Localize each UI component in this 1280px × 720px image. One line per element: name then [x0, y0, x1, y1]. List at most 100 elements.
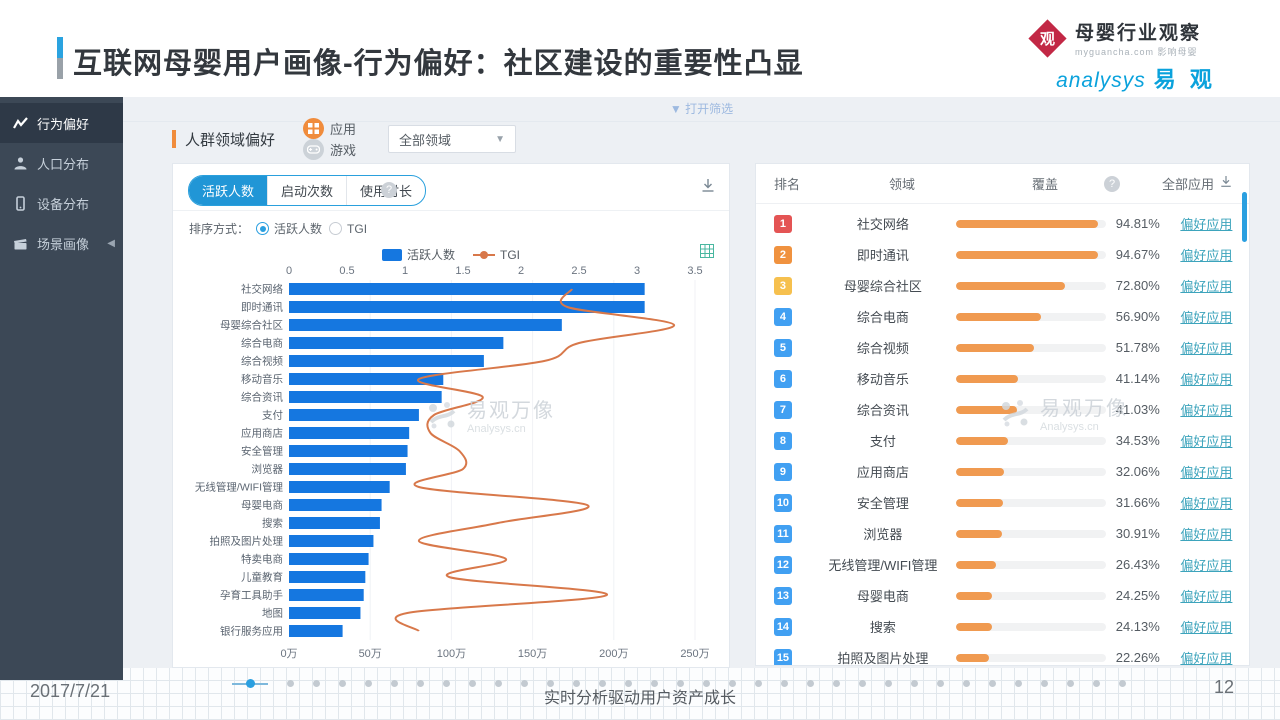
svg-text:1: 1: [402, 265, 408, 277]
rank-badge: 11: [773, 524, 792, 543]
radio-icon[interactable]: [256, 222, 270, 235]
table-row: 4 综合电商 56.90% 偏好应用: [756, 301, 1249, 332]
pagination-dot[interactable]: [937, 680, 944, 687]
domain-cell: 支付: [869, 434, 896, 449]
coverage-bar: [955, 405, 1106, 414]
pagination-dot[interactable]: [989, 680, 996, 687]
sidebar-item-1[interactable]: 行为偏好: [0, 103, 123, 143]
preferred-apps-link[interactable]: 偏好应用: [1180, 619, 1233, 635]
coverage-value: 41.14%: [1115, 371, 1160, 386]
legend-item[interactable]: 活跃人数: [381, 246, 455, 263]
type-option-app[interactable]: 应用: [303, 118, 356, 139]
pagination-dot[interactable]: [807, 680, 814, 687]
pagination-dot[interactable]: [287, 680, 294, 687]
preferred-apps-link[interactable]: 偏好应用: [1180, 495, 1233, 511]
domain-cell: 移动音乐: [856, 372, 909, 387]
svg-text:150万: 150万: [518, 648, 547, 660]
preferred-apps-link[interactable]: 偏好应用: [1180, 650, 1233, 666]
domain-cell: 综合资讯: [856, 403, 909, 418]
pagination-dot[interactable]: [833, 680, 840, 687]
pagination-dot[interactable]: [495, 680, 502, 687]
scene-icon: [13, 236, 28, 251]
divider: [173, 210, 729, 211]
legend-item[interactable]: TGI: [473, 248, 520, 262]
sort-option-1[interactable]: 活跃人数: [256, 220, 322, 237]
pagination-dot[interactable]: [755, 680, 762, 687]
download-icon[interactable]: [701, 178, 715, 199]
pagination-dot[interactable]: [1093, 680, 1100, 687]
pagination-dot[interactable]: [677, 680, 684, 687]
coverage-help-icon[interactable]: ?: [1104, 176, 1120, 192]
sidebar-item-3[interactable]: 设备分布: [0, 183, 123, 223]
tab-metric-1[interactable]: 活跃人数: [189, 176, 268, 205]
preferred-apps-link[interactable]: 偏好应用: [1180, 588, 1233, 604]
pagination-dot[interactable]: [1041, 680, 1048, 687]
preferred-apps-link[interactable]: 偏好应用: [1180, 557, 1233, 573]
pagination-dot[interactable]: [417, 680, 424, 687]
preferred-apps-link[interactable]: 偏好应用: [1180, 309, 1233, 325]
pagination-dot[interactable]: [703, 680, 710, 687]
table-view-icon[interactable]: [700, 244, 714, 263]
coverage-bar: [955, 529, 1106, 538]
pagination-dot[interactable]: [729, 680, 736, 687]
pagination-dot[interactable]: [1119, 680, 1126, 687]
pagination-dot[interactable]: [911, 680, 918, 687]
preferred-apps-link[interactable]: 偏好应用: [1180, 402, 1233, 418]
svg-text:母婴综合社区: 母婴综合社区: [220, 319, 283, 332]
footer-date: 2017/7/21: [30, 681, 111, 701]
pagination-dot[interactable]: [573, 680, 580, 687]
coverage-bar: [955, 281, 1106, 290]
sidebar-item-label: 人口分布: [37, 156, 90, 172]
rank-badge: 12: [773, 555, 793, 574]
ranking-table-card: 排名 领域 覆盖 ? 全部应用 1 社交网络 94.81% 偏好应用 2 即时通讯 94.6…: [755, 163, 1250, 666]
pagination-dot[interactable]: [443, 680, 450, 687]
rank-badge: 10: [773, 493, 793, 512]
pagination-dot[interactable]: [521, 680, 528, 687]
coverage-value: 51.78%: [1115, 340, 1160, 355]
svg-text:2.5: 2.5: [571, 265, 586, 277]
pagination-dot[interactable]: [599, 680, 606, 687]
pagination-dot[interactable]: [885, 680, 892, 687]
pagination-dot[interactable]: [1015, 680, 1022, 687]
sidebar-item-2[interactable]: 人口分布: [0, 143, 123, 183]
pagination-dot[interactable]: [469, 680, 476, 687]
help-icon[interactable]: ?: [381, 182, 397, 198]
table-scrollbar[interactable]: [1242, 192, 1247, 242]
pagination-dot[interactable]: [391, 680, 398, 687]
pagination-dot[interactable]: [859, 680, 866, 687]
tab-metric-2[interactable]: 启动次数: [267, 176, 346, 205]
rank-badge: 1: [773, 214, 792, 233]
preferred-apps-link[interactable]: 偏好应用: [1180, 526, 1233, 542]
pagination-dot[interactable]: [781, 680, 788, 687]
sort-option-2[interactable]: TGI: [329, 222, 367, 236]
preferred-apps-link[interactable]: 偏好应用: [1180, 340, 1233, 356]
pagination-dot[interactable]: [1067, 680, 1074, 687]
svg-text:搜索: 搜索: [262, 517, 283, 530]
type-option-game[interactable]: 游戏: [303, 139, 356, 160]
preferred-apps-link[interactable]: 偏好应用: [1180, 433, 1233, 449]
pagination-dot[interactable]: [651, 680, 658, 687]
domain-cell: 拍照及图片处理: [837, 651, 929, 666]
radio-icon[interactable]: [329, 222, 343, 235]
pagination-dot[interactable]: [547, 680, 554, 687]
open-filter-toggle[interactable]: ▼ 打开筛选: [123, 100, 1280, 122]
col-apps[interactable]: 全部应用: [1161, 177, 1214, 192]
domain-select[interactable]: 全部领域 ▼: [388, 125, 517, 153]
preferred-apps-link[interactable]: 偏好应用: [1180, 278, 1233, 294]
preferred-apps-link[interactable]: 偏好应用: [1180, 464, 1233, 480]
preferred-apps-link[interactable]: 偏好应用: [1180, 371, 1233, 387]
preferred-apps-link[interactable]: 偏好应用: [1180, 247, 1233, 263]
pagination-dot-active[interactable]: [232, 679, 268, 688]
pagination-dot[interactable]: [963, 680, 970, 687]
title-accent-bar: [57, 37, 63, 79]
rank-badge: 15: [773, 648, 793, 665]
table-download-icon[interactable]: [1220, 175, 1232, 192]
pagination-dot[interactable]: [313, 680, 320, 687]
pagination-dot[interactable]: [339, 680, 346, 687]
sidebar-item-4[interactable]: 场景画像 ◀: [0, 223, 123, 263]
table-row: 1 社交网络 94.81% 偏好应用: [756, 208, 1249, 239]
pagination-dot[interactable]: [625, 680, 632, 687]
preferred-apps-link[interactable]: 偏好应用: [1180, 216, 1233, 232]
pagination-dot[interactable]: [365, 680, 372, 687]
